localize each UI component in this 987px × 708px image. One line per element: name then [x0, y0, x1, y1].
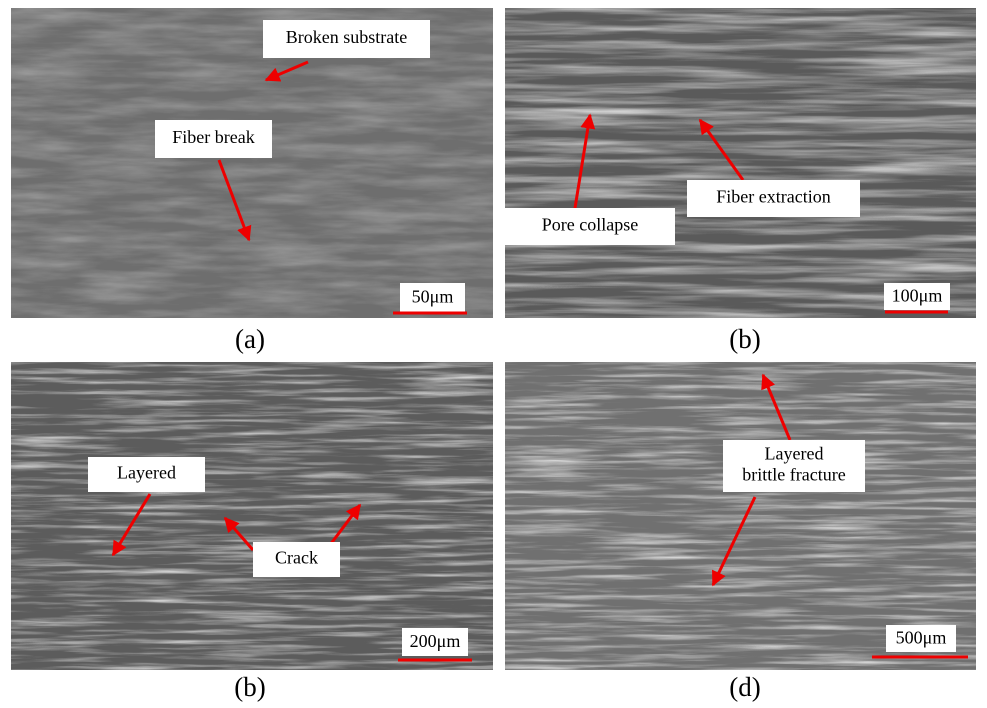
annotation-label: Layered [117, 463, 176, 483]
annotation-label: Crack [275, 548, 318, 568]
panel-caption: (a) [235, 324, 265, 354]
annotation-label: brittle fracture [742, 465, 845, 485]
scale-label: 200μm [410, 631, 461, 651]
panel-caption: (b) [234, 672, 265, 702]
annotation-label: Fiber extraction [716, 187, 830, 207]
sem-texture [505, 8, 976, 318]
scale-label: 100μm [892, 286, 943, 306]
sem-texture [505, 362, 976, 670]
annotation-label: Layered [765, 444, 824, 464]
annotation-label: Broken substrate [286, 27, 407, 47]
annotation-label: Fiber break [172, 127, 254, 147]
panel-caption: (b) [729, 324, 760, 354]
panel-caption: (d) [729, 672, 760, 702]
scale-label: 50μm [412, 287, 454, 307]
sem-texture [11, 362, 493, 670]
annotation-label: Pore collapse [542, 215, 638, 235]
figure: Broken substrate Fiber break 50μm (a) Pore c… [0, 0, 987, 708]
scale-label: 500μm [896, 628, 947, 648]
